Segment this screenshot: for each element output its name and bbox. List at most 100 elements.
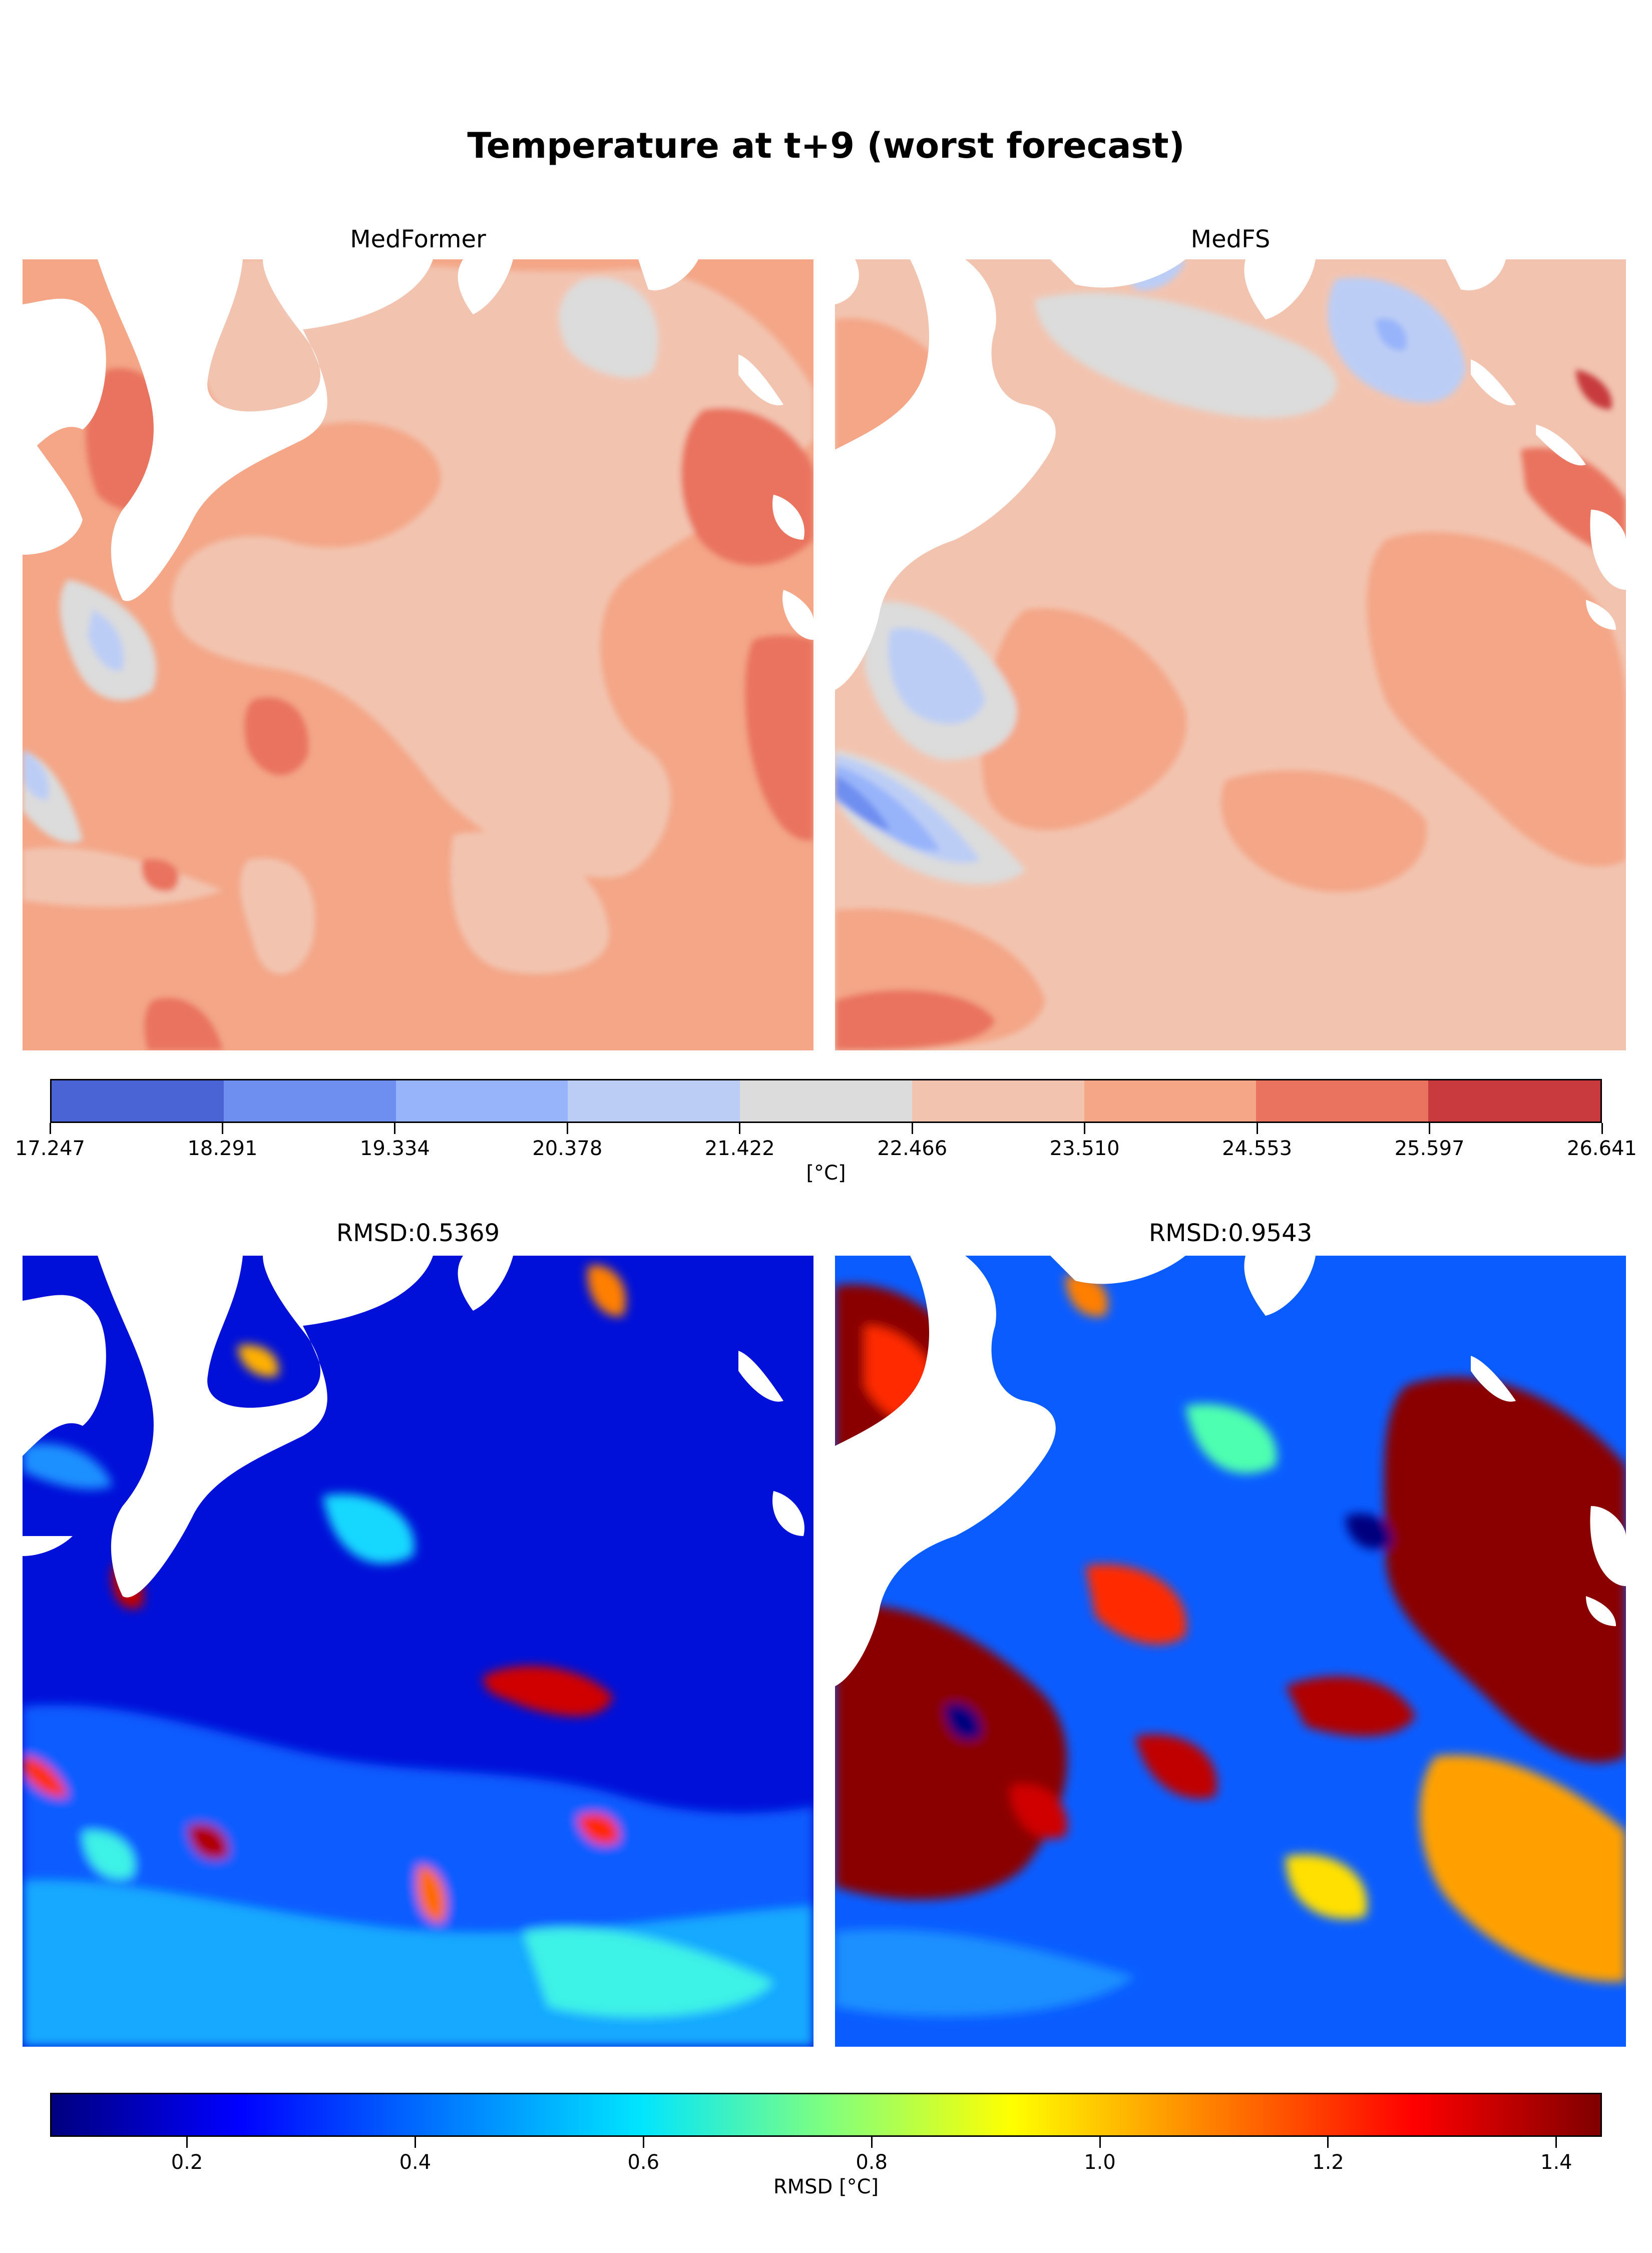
rmsd-hot-north [587,1265,626,1317]
temperature-colorbar-tick [49,1123,51,1134]
rmsd-patch-cyan [523,1928,773,2017]
rmsd-colorbar-tick [1555,2137,1557,2148]
rmsd-hot-small-c [417,1866,447,1923]
island-ne-b [1536,425,1586,466]
land-italy [98,259,433,601]
temperature-colorbar-tick-label: 23.510 [1049,1137,1120,1160]
land-north-b [638,259,698,290]
region-23-5-c [981,608,1187,830]
region-25-eddy [244,697,309,776]
rmsd-hot-c-b [1135,1734,1217,1799]
land-nw [835,259,859,304]
rmsd-warm-se [1419,1755,1626,1982]
rmsd-hot-small-b [578,1813,619,1845]
temperature-colorbar-segment [1256,1080,1429,1121]
rmsd-colorbar-tick-label: 1.4 [1540,2151,1572,2174]
rmsd-map-medfs-svg [835,1256,1626,2047]
land-north [1050,259,1185,288]
temperature-colorbar-tick-label: 21.422 [704,1137,775,1160]
panel-title-medformer: MedFormer [350,225,486,253]
rmsd-hot-small [188,1823,229,1860]
rmsd-hot-c [1085,1564,1187,1645]
rmsd-band-south [835,1929,1135,2017]
island-ne [738,354,783,406]
region-26 [1576,369,1612,410]
region-20-5-sw [835,755,980,863]
temperature-colorbar-segment [912,1080,1084,1121]
rmsd-colorbar-tick [1099,2137,1101,2148]
region-20-5b [23,750,49,800]
rmsd-colorbar-tick-label: 0.6 [627,2151,660,2174]
island-e [772,1491,804,1536]
land-west-b [23,425,83,555]
temperature-colorbar-tick [1084,1123,1086,1134]
land-west [23,298,106,460]
rmsd-colorbar-tick-label: 1.0 [1084,2151,1116,2174]
rmsd-low-w [945,1703,981,1740]
rmsd-map-medformer-svg [23,1256,813,2047]
land-north-b [1244,259,1316,319]
temperature-colorbar-tick [911,1123,913,1134]
land-italy [835,259,1056,690]
temperature-colorbar-tick-label: 22.466 [877,1137,948,1160]
island-e-b [1586,600,1616,630]
rmsd-warm-n [238,1345,279,1377]
rmsd-green-n [1185,1404,1277,1473]
rmsd-yellow-s [1286,1854,1368,1919]
rmsd-hot-west [23,1756,68,1797]
temperature-colorbar-segment [1084,1080,1257,1121]
region-23-5-e [1367,532,1626,867]
region-25-small [142,859,179,891]
land-north-c [1446,259,1506,290]
region-25-bottom [835,990,995,1050]
temperature-colorbar-tick-label: 20.378 [532,1137,603,1160]
rmsd-map-medfs [835,1256,1626,2047]
region-23-5-s [1221,770,1427,892]
rmsd-low-e [1346,1513,1392,1550]
island-ne [1471,1356,1516,1402]
island-e-b [782,590,813,640]
land-west-b [23,1536,73,1556]
temperature-colorbar-segment [223,1080,396,1121]
rmsd-patch-cyan-c [83,1830,135,1880]
temperature-colorbar-tick-label: 17.247 [15,1137,85,1160]
rmsd-hot-eddy [483,1666,613,1716]
rmsd-hot-eddy [1286,1676,1416,1736]
region-19-5-sw [835,765,940,851]
land-north [458,1256,513,1311]
land-north [458,259,513,314]
region-22-5b [23,847,223,907]
temperature-map-medformer [23,259,813,1050]
temperature-colorbar-segment [568,1080,740,1121]
region-21-5 [559,277,658,378]
land-italy [835,1256,1056,1686]
rmsd-hot-west [835,1604,1067,1900]
rmsd-map-medformer [23,1256,813,2047]
temperature-colorbar-tick-label: 19.334 [359,1137,430,1160]
rmsd-hot-s [1010,1784,1067,1839]
temperature-colorbar-tick [739,1123,741,1134]
region-22-5c [240,858,315,974]
temperature-map-medfs [835,259,1626,1050]
panel-title-rmsd-medfs: RMSD:0.9543 [1148,1219,1313,1247]
island-e [1590,510,1626,590]
temperature-colorbar-segment [395,1080,568,1121]
temperature-colorbar-tick [566,1123,568,1134]
temperature-map-medfs-svg [835,259,1626,1050]
temperature-colorbar-tick-label: 25.597 [1394,1137,1465,1160]
rmsd-colorbar-tick-label: 0.2 [171,2151,203,2174]
rmsd-colorbar-tick-label: 1.2 [1312,2151,1344,2174]
region-25-bottom [144,997,223,1050]
region-20-5 [88,610,124,671]
land-west [23,1295,106,1456]
rmsd-colorbar-tick [871,2137,873,2148]
region-18-5-sw [835,775,890,830]
region-20-5-w [888,628,985,724]
temperature-colorbar-tick [221,1123,223,1134]
panel-title-medfs: MedFS [1190,225,1271,253]
region-22-5 [171,259,813,878]
temperature-colorbar-tick-label: 24.553 [1222,1137,1293,1160]
land-north-b [1244,1256,1316,1316]
temperature-colorbar-segment [1428,1080,1601,1121]
island-e [772,495,804,540]
